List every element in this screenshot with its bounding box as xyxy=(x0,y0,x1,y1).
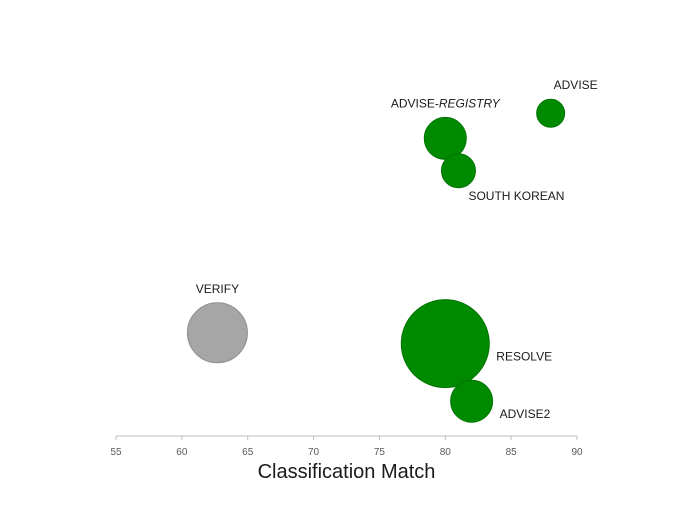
bubble-label: ADVISE2 xyxy=(500,407,551,421)
x-tick-label: 90 xyxy=(571,447,583,458)
bubble-south-korean xyxy=(440,153,476,189)
x-tick-label: 65 xyxy=(242,447,254,458)
x-tick-label: 60 xyxy=(176,447,188,458)
x-axis-title: Classification Match xyxy=(258,461,436,483)
x-tick-label: 75 xyxy=(374,447,386,458)
x-axis-ticks: 55 60 65 70 75 80 85 90 xyxy=(110,436,583,458)
bubble-label: ADVISE-REGISTRY xyxy=(391,96,501,110)
x-tick-label: 55 xyxy=(110,447,122,458)
bubble-verify xyxy=(186,302,248,364)
bubble-advise2 xyxy=(450,379,494,423)
bubble-label: RESOLVE xyxy=(496,350,552,364)
bubble-label: SOUTH KOREAN xyxy=(468,189,564,203)
bubbles xyxy=(186,98,566,423)
bubble-label: VERIFY xyxy=(196,282,239,296)
x-tick-label: 85 xyxy=(506,447,518,458)
bubble-advise xyxy=(536,98,566,128)
x-tick-label: 80 xyxy=(440,447,452,458)
x-tick-label: 70 xyxy=(308,447,320,458)
bubble-resolve xyxy=(400,299,490,389)
bubble-advise xyxy=(423,116,467,160)
bubble-label: ADVISE xyxy=(554,78,598,92)
bubble-labels: ADVISE ADVISE-REGISTRY SOUTH KOREAN VERIFY R… xyxy=(196,78,598,421)
